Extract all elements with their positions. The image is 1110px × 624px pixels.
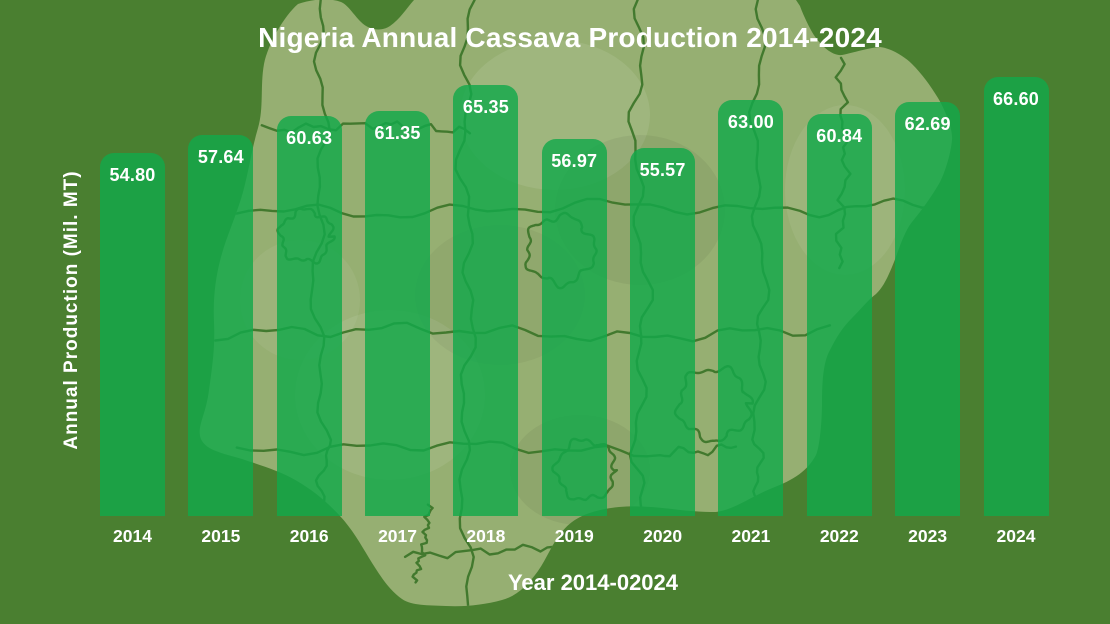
bar-2024 bbox=[983, 77, 1049, 516]
bar-2021 bbox=[718, 100, 784, 516]
bar-2017 bbox=[365, 110, 431, 516]
bar-2016 bbox=[276, 115, 342, 516]
state-border-line-10 bbox=[411, 503, 434, 584]
bar-2022 bbox=[806, 114, 872, 516]
bar-2023 bbox=[895, 102, 961, 516]
bar-2018 bbox=[453, 85, 519, 516]
bar-2019 bbox=[541, 139, 607, 516]
bar-2014 bbox=[100, 153, 165, 516]
bar-2015 bbox=[188, 134, 254, 516]
bar-2020 bbox=[630, 148, 696, 516]
